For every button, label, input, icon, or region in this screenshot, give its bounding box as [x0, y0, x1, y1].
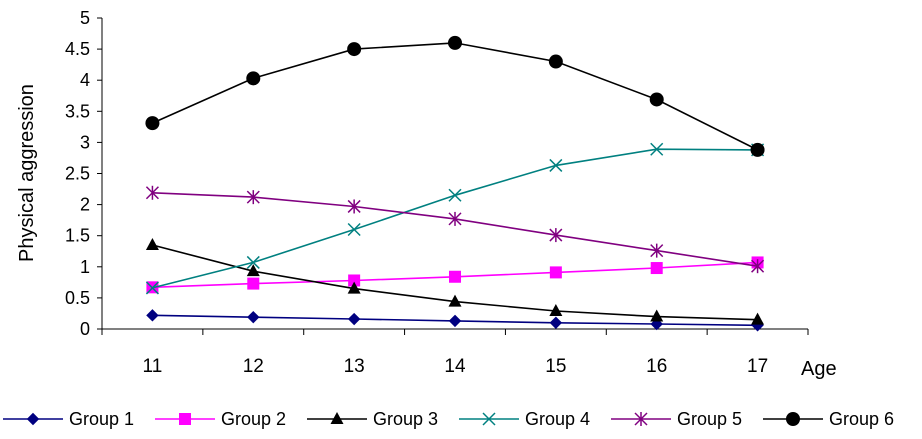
series-layer	[145, 35, 765, 332]
data-point-square	[179, 413, 191, 425]
data-point-x	[448, 188, 462, 202]
data-point-square	[348, 274, 361, 287]
y-tick-label: 2.5	[65, 164, 90, 184]
series-2	[146, 256, 764, 294]
series-5	[145, 185, 765, 274]
data-point-diamond	[26, 412, 40, 426]
data-point-circle	[347, 42, 362, 57]
x-tick-labels: 11 12 13 14 15 16 17	[143, 356, 769, 377]
y-tick-labels: 0 0.5 1 1.5 2 2.5 3 3.5 4 4.5 5	[65, 8, 90, 339]
chart-axes	[97, 17, 809, 335]
data-point-diamond	[347, 312, 361, 326]
x-tick-label: 16	[646, 356, 667, 377]
data-point-diamond	[549, 316, 563, 329]
data-point-square	[650, 262, 663, 275]
x-tick-label: 14	[444, 356, 466, 377]
data-point-x	[549, 158, 563, 172]
data-point-x	[145, 281, 159, 295]
series-line	[152, 192, 758, 267]
series-line	[152, 42, 758, 151]
data-point-asterisk	[549, 228, 563, 243]
data-point-asterisk	[448, 211, 462, 226]
data-point-circle	[786, 412, 800, 426]
data-point-x	[482, 412, 496, 426]
data-point-circle	[649, 92, 664, 107]
x-tick-label: 17	[747, 356, 768, 377]
data-point-circle	[750, 142, 765, 157]
legend-label: Group 3	[373, 409, 438, 429]
legend-item-5: Group 5	[611, 409, 742, 429]
data-point-triangle	[347, 281, 361, 294]
data-point-diamond	[146, 309, 159, 322]
data-point-x	[650, 142, 664, 156]
data-point-triangle	[145, 238, 159, 251]
legend-label: Group 4	[525, 409, 590, 429]
y-tick-label: 1	[80, 257, 90, 277]
data-point-circle	[246, 71, 261, 86]
y-tick-label: 1.5	[65, 226, 90, 246]
series-1	[146, 309, 764, 332]
data-point-triangle	[448, 294, 462, 307]
legend-item-4: Group 4	[459, 409, 590, 429]
legend-label: Group 6	[829, 409, 894, 429]
data-point-triangle	[246, 264, 260, 277]
data-point-asterisk	[347, 199, 361, 214]
y-tick-label: 0.5	[65, 288, 90, 308]
legend-item-2: Group 2	[155, 409, 286, 429]
data-point-diamond	[448, 314, 462, 328]
y-tick-label: 4	[80, 70, 90, 90]
data-point-square	[549, 266, 562, 279]
data-point-asterisk	[246, 190, 260, 205]
y-tick-label: 4.5	[65, 39, 90, 59]
data-point-circle	[548, 54, 563, 69]
legend-item-6: Group 6	[763, 409, 894, 429]
data-point-circle	[448, 35, 462, 50]
data-point-triangle	[751, 312, 765, 325]
x-tick-label: 11	[143, 356, 163, 377]
y-tick-label: 2	[80, 195, 90, 215]
legend-label: Group 2	[221, 409, 286, 429]
data-point-diamond	[247, 310, 260, 324]
data-point-triangle	[330, 412, 344, 424]
legend-label: Group 5	[677, 409, 742, 429]
data-point-asterisk	[751, 259, 765, 274]
legend-label: Group 1	[69, 409, 134, 429]
y-tick-label: 0	[80, 319, 90, 339]
data-point-asterisk	[650, 243, 664, 258]
data-point-asterisk	[145, 185, 159, 200]
x-axis-label: Age	[801, 358, 837, 380]
x-tick-label: 13	[344, 356, 365, 377]
y-tick-label: 5	[80, 8, 90, 28]
data-point-square	[247, 277, 260, 290]
legend-item-3: Group 3	[307, 409, 438, 429]
data-point-circle	[145, 116, 160, 131]
data-point-x	[246, 255, 260, 269]
series-6	[145, 35, 765, 157]
data-point-triangle	[650, 309, 664, 322]
data-point-triangle	[549, 303, 563, 316]
legend-item-1: Group 1	[3, 409, 134, 429]
x-tick-label: 12	[243, 356, 264, 377]
legend: Group 1 Group 2 Group 3 Group 4 Group 5 Group…	[3, 409, 894, 429]
y-axis-label: Physical aggression	[16, 84, 38, 262]
y-tick-label: 3	[80, 132, 90, 152]
series-3	[145, 238, 765, 325]
y-tick-label: 3.5	[65, 101, 90, 121]
data-point-x	[347, 222, 361, 237]
x-tick-label: 15	[545, 356, 566, 377]
data-point-asterisk	[634, 412, 648, 426]
data-point-square	[449, 270, 461, 283]
